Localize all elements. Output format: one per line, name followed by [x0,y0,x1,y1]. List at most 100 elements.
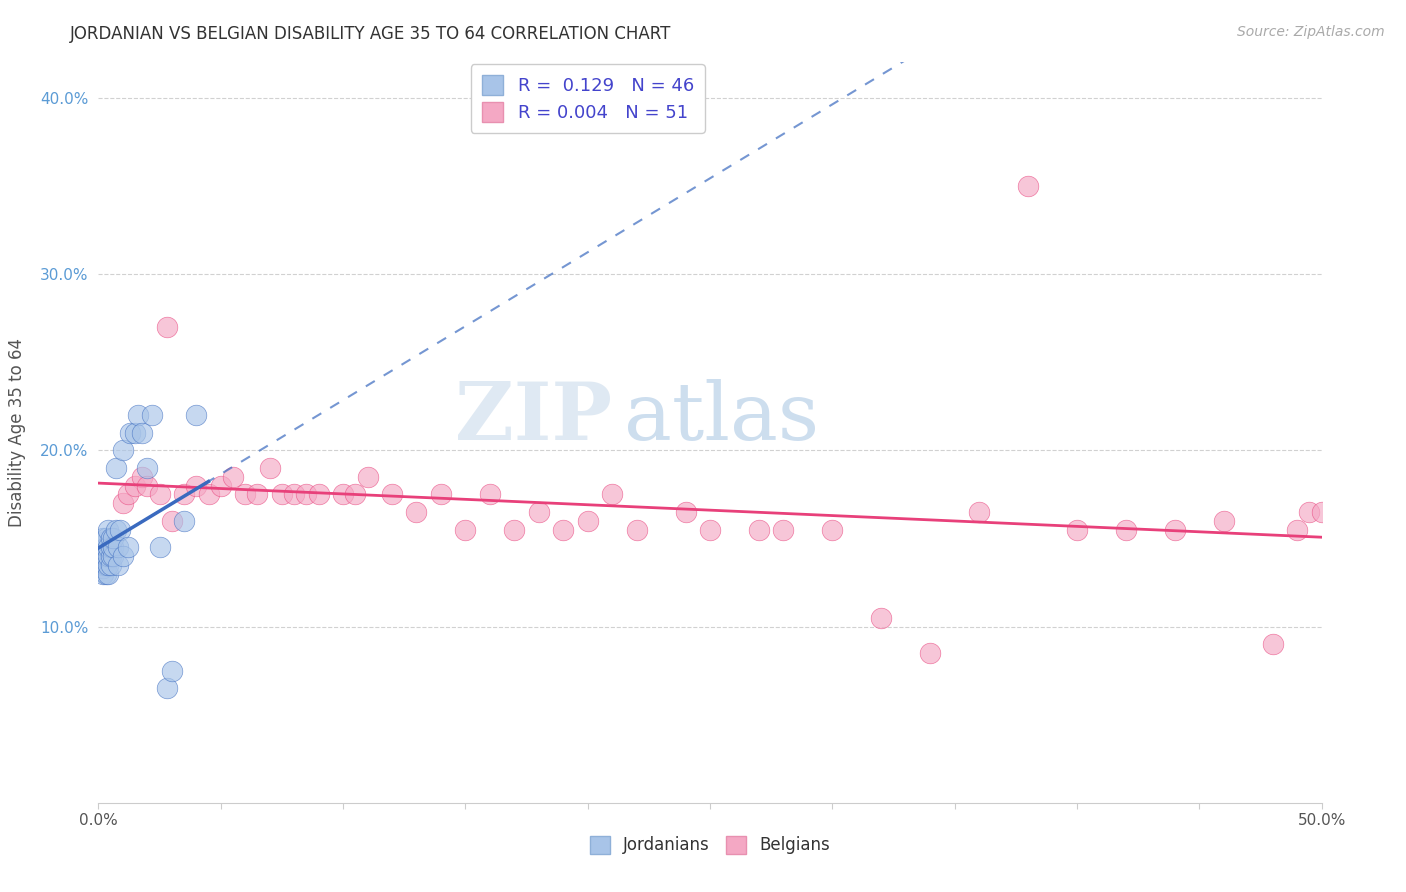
Point [246,487,269,501]
Text: atlas: atlas [624,379,820,457]
Point [405,505,427,519]
Point [91,566,114,581]
Point [91,549,114,563]
Point [94,549,117,563]
Point [503,523,526,537]
Point [1212,514,1234,528]
Point [699,523,721,537]
Point [91,561,114,575]
Point [104,523,127,537]
Point [160,514,183,528]
Point [91,552,114,566]
Point [553,523,575,537]
Text: JORDANIAN VS BELGIAN DISABILITY AGE 35 TO 64 CORRELATION CHART: JORDANIAN VS BELGIAN DISABILITY AGE 35 T… [70,25,672,43]
Point [97,523,120,537]
Point [772,523,794,537]
Point [127,408,149,422]
Point [295,487,318,501]
Text: ZIP: ZIP [456,379,612,457]
Point [1310,505,1333,519]
Point [186,478,208,492]
Point [430,487,453,501]
Point [270,487,294,501]
Point [149,540,172,554]
Point [356,469,378,483]
Legend: Jordanians, Belgians: Jordanians, Belgians [583,829,837,861]
Text: Source: ZipAtlas.com: Source: ZipAtlas.com [1237,25,1385,39]
Point [209,478,232,492]
Point [91,532,114,546]
Point [131,425,153,440]
Point [600,487,623,501]
Point [332,487,354,501]
Point [1286,523,1309,537]
Point [91,558,114,572]
Point [626,523,648,537]
Point [100,558,122,572]
Point [136,478,159,492]
Point [94,532,117,546]
Point [91,535,114,549]
Point [1066,523,1088,537]
Point [120,425,142,440]
Point [186,408,208,422]
Point [104,461,127,475]
Point [101,549,124,563]
Point [344,487,367,501]
Point [1115,523,1137,537]
Point [117,540,139,554]
Point [91,538,114,552]
Point [283,487,305,501]
Point [1164,523,1187,537]
Point [870,610,893,624]
Point [124,425,146,440]
Point [173,487,195,501]
Point [156,319,179,334]
Point [527,505,550,519]
Point [454,523,477,537]
Point [94,566,117,581]
Point [111,549,134,563]
Point [821,523,844,537]
Y-axis label: Disability Age 35 to 64: Disability Age 35 to 64 [8,338,27,527]
Point [100,540,122,554]
Point [97,540,120,554]
Point [136,461,159,475]
Point [967,505,990,519]
Point [101,540,124,554]
Point [124,478,146,492]
Point [97,549,120,563]
Point [1017,178,1039,193]
Point [101,532,124,546]
Point [94,540,117,554]
Point [111,496,134,510]
Point [1261,637,1284,651]
Point [173,514,195,528]
Point [478,487,501,501]
Point [91,545,114,559]
Point [117,487,139,501]
Point [141,408,163,422]
Point [91,541,114,556]
Point [110,523,132,537]
Point [576,514,599,528]
Point [160,664,183,678]
Point [107,558,129,572]
Point [156,681,179,696]
Point [131,469,153,483]
Point [381,487,404,501]
Point [222,469,245,483]
Point [675,505,697,519]
Point [100,549,122,563]
Point [100,532,122,546]
Point [94,558,117,572]
Point [97,558,120,572]
Point [1298,505,1320,519]
Point [308,487,330,501]
Point [259,461,281,475]
Point [107,540,129,554]
Point [111,443,134,458]
Point [149,487,172,501]
Point [197,487,219,501]
Point [233,487,256,501]
